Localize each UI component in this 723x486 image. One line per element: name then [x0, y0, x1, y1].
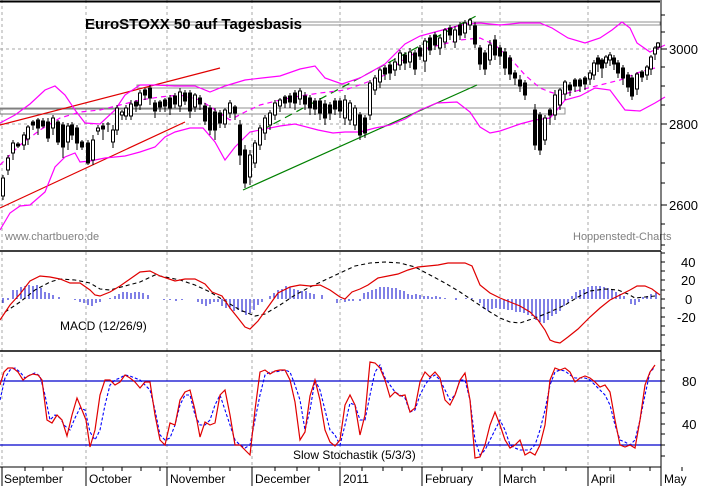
price-tick-3000: 3000 [669, 42, 698, 57]
time-axis: September October November December 2011… [0, 466, 687, 486]
moving-average [0, 37, 656, 166]
stoch-d-line [0, 363, 656, 457]
price-tick-2600: 2600 [669, 198, 698, 213]
macd-histogram [2, 285, 657, 323]
stoch-tick-80: 80 [682, 374, 696, 389]
month-label-october: October [89, 472, 132, 486]
stoch-axis: 80 40 [660, 351, 696, 467]
chart-title: EuroSTOXX 50 auf Tagesbasis [85, 16, 302, 33]
month-label-february: February [425, 472, 473, 486]
price-panel: EuroSTOXX 50 auf Tagesbasis www.chartbue… [0, 0, 698, 465]
price-gridlines [0, 48, 660, 206]
stoch-tick-40: 40 [682, 417, 696, 432]
candlesticks [1, 18, 660, 200]
macd-tick-20: 20 [681, 273, 695, 288]
month-label-2011: 2011 [343, 472, 369, 486]
green-trend-channel [242, 15, 478, 191]
macd-tick-40: 40 [681, 255, 695, 270]
red-trend-channel [0, 67, 221, 209]
price-axis: 3000 2800 2600 [660, 0, 698, 250]
macd-label: MACD (12/26/9) [60, 319, 147, 333]
macd-tick-minus20: -20 [677, 310, 696, 325]
macd-panel: 40 20 0 -20 MACD (12/26/9) [0, 251, 696, 351]
month-label-november: November [170, 472, 225, 486]
stoch-k-line [0, 361, 656, 459]
bollinger-bands [0, 21, 666, 231]
month-label-september: September [4, 472, 63, 486]
macd-line [0, 262, 661, 344]
price-tick-2800: 2800 [669, 117, 698, 132]
macd-tick-0: 0 [685, 292, 692, 307]
month-label-may: May [664, 472, 687, 486]
stochastic-panel: 80 40 Slow Stochastik (5/3/3) [0, 351, 696, 467]
month-label-december: December [255, 472, 310, 486]
stochastic-label: Slow Stochastik (5/3/3) [293, 448, 416, 462]
macd-axis: 40 20 0 -20 [660, 251, 696, 351]
month-label-april: April [591, 472, 615, 486]
vertical-gridlines [1, 0, 662, 465]
watermark-chartbuero: www.chartbuero.de [4, 231, 99, 243]
watermark-hoppenstedt: Hoppenstedt-Charts [573, 231, 672, 243]
macd-signal-line [4, 261, 656, 324]
month-label-march: March [503, 472, 536, 486]
